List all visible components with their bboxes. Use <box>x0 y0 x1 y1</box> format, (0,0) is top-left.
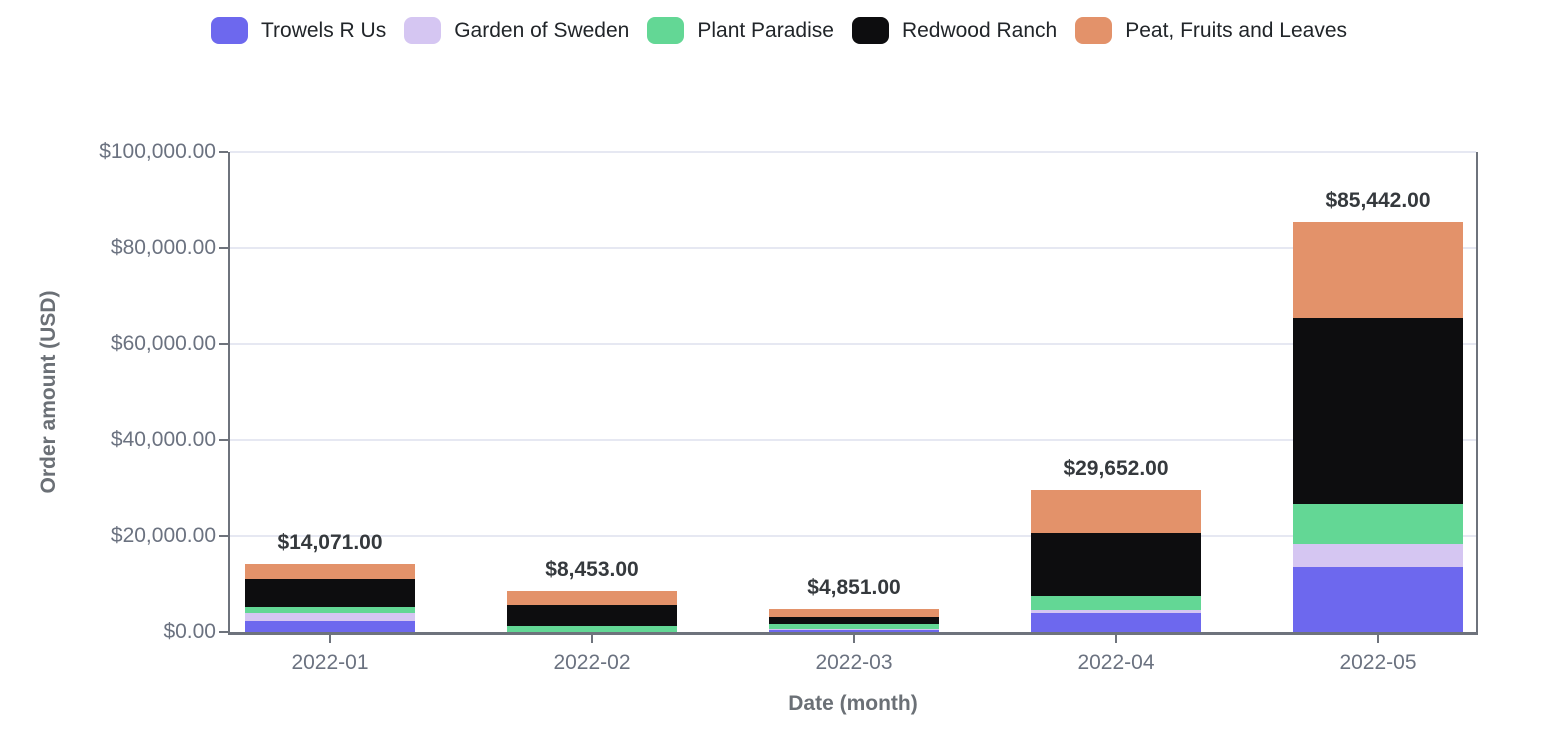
bar-group-2022-05: $85,442.00 <box>1293 152 1463 632</box>
y-tick-label: $100,000.00 <box>99 140 216 163</box>
x-axis-row: 2022-01 2022-02 2022-03 2022-04 2022-05 <box>230 635 1476 675</box>
y-tick-label: $60,000.00 <box>110 332 216 355</box>
y-tick-mark <box>219 439 228 441</box>
y-gridline <box>230 247 1476 249</box>
x-cell-2022-02: 2022-02 <box>507 635 677 675</box>
bar-stack-2022-02 <box>507 591 677 632</box>
x-tick-mark <box>591 635 593 643</box>
bar-total-label: $4,851.00 <box>807 575 901 599</box>
x-axis-title: Date (month) <box>788 692 918 715</box>
chart-legend: Trowels R Us Garden of Sweden Plant Paradi… <box>0 17 1558 44</box>
bar-stack-2022-03 <box>769 608 939 632</box>
bar-segment[interactable] <box>1293 317 1463 505</box>
y-gridline <box>230 151 1476 153</box>
x-tick-label: 2022-04 <box>1077 651 1155 674</box>
bar-segment[interactable] <box>507 605 677 626</box>
bar-stack-2022-05 <box>1293 221 1463 632</box>
x-tick-mark <box>1115 635 1117 643</box>
y-tick-label: $20,000.00 <box>110 524 216 547</box>
bar-group-2022-02: $8,453.00 <box>507 152 677 632</box>
x-cell-2022-05: 2022-05 <box>1293 635 1463 675</box>
x-tick-label: 2022-01 <box>291 651 369 674</box>
plot-area <box>228 152 1478 635</box>
bar-segment[interactable] <box>1293 544 1463 568</box>
legend-item-label: Trowels R Us <box>260 18 387 42</box>
legend-item-4[interactable]: Redwood Ranch <box>851 17 1058 44</box>
bar-segment[interactable] <box>245 564 415 579</box>
bar-segment[interactable] <box>769 617 939 625</box>
x-tick-mark <box>329 635 331 643</box>
x-cell-2022-01: 2022-01 <box>245 635 415 675</box>
y-axis-title: Order amount (USD) <box>37 290 60 494</box>
bar-segment[interactable] <box>1031 612 1201 632</box>
bar-segment[interactable] <box>507 625 677 632</box>
x-tick-label: 2022-02 <box>553 651 631 674</box>
bar-segment[interactable] <box>1031 596 1201 611</box>
y-tick-label: $0.00 <box>163 620 216 643</box>
y-tick-mark <box>219 631 228 633</box>
bar-segment[interactable] <box>769 608 939 618</box>
bar-group-2022-03: $4,851.00 <box>769 152 939 632</box>
bar-stack-2022-04 <box>1031 489 1201 632</box>
legend-item-label: Redwood Ranch <box>901 18 1058 42</box>
legend-item-label: Plant Paradise <box>697 18 834 42</box>
bar-segment[interactable] <box>245 607 415 614</box>
bar-segment[interactable] <box>245 578 415 608</box>
x-tick-label: 2022-05 <box>1339 651 1417 674</box>
legend-item-1[interactable]: Trowels R Us <box>210 17 387 44</box>
x-cell-2022-04: 2022-04 <box>1031 635 1201 675</box>
bar-total-label: $29,652.00 <box>1063 456 1169 480</box>
legend-swatch-icon <box>404 17 442 44</box>
legend-item-5[interactable]: Peat, Fruits and Leaves <box>1075 17 1347 44</box>
bar-segment[interactable] <box>245 613 415 622</box>
bar-group-2022-04: $29,652.00 <box>1031 152 1201 632</box>
bar-segment[interactable] <box>1293 504 1463 545</box>
legend-item-label: Garden of Sweden <box>454 18 630 42</box>
legend-swatch-icon <box>1075 17 1113 44</box>
x-tick-mark <box>1377 635 1379 643</box>
legend-swatch-icon <box>647 17 685 44</box>
x-cell-2022-03: 2022-03 <box>769 635 939 675</box>
legend-item-3[interactable]: Plant Paradise <box>647 17 834 44</box>
bar-segment[interactable] <box>769 629 939 632</box>
legend-swatch-icon <box>210 17 248 44</box>
bar-group-2022-01: $14,071.00 <box>245 152 415 632</box>
bar-segment[interactable] <box>1031 532 1201 597</box>
bar-segment[interactable] <box>1031 610 1201 613</box>
y-tick-label: $80,000.00 <box>110 236 216 259</box>
legend-swatch-icon <box>851 17 889 44</box>
bar-segment[interactable] <box>1293 567 1463 632</box>
bar-segment[interactable] <box>245 621 415 632</box>
bar-total-label: $14,071.00 <box>277 531 383 555</box>
y-tick-mark <box>219 151 228 153</box>
x-tick-label: 2022-03 <box>815 651 893 674</box>
bar-segment[interactable] <box>769 624 939 630</box>
legend-item-2[interactable]: Garden of Sweden <box>404 17 629 44</box>
y-tick-mark <box>219 535 228 537</box>
bar-segment[interactable] <box>1031 489 1201 533</box>
y-gridline <box>230 439 1476 441</box>
legend-item-label: Peat, Fruits and Leaves <box>1125 18 1347 42</box>
y-tick-label: $40,000.00 <box>110 428 216 451</box>
y-gridline <box>230 343 1476 345</box>
y-tick-mark <box>219 247 228 249</box>
bar-stack-2022-01 <box>245 564 415 632</box>
bar-total-label: $8,453.00 <box>545 558 639 582</box>
y-tick-mark <box>219 343 228 345</box>
bar-total-label: $85,442.00 <box>1325 188 1431 212</box>
y-gridline <box>230 535 1476 537</box>
bars-row: $14,071.00 $8,453.00 $4,851.00 $29,652.00 $8… <box>230 152 1476 632</box>
bar-segment[interactable] <box>507 591 677 606</box>
bar-segment[interactable] <box>1293 221 1463 318</box>
x-tick-mark <box>853 635 855 643</box>
